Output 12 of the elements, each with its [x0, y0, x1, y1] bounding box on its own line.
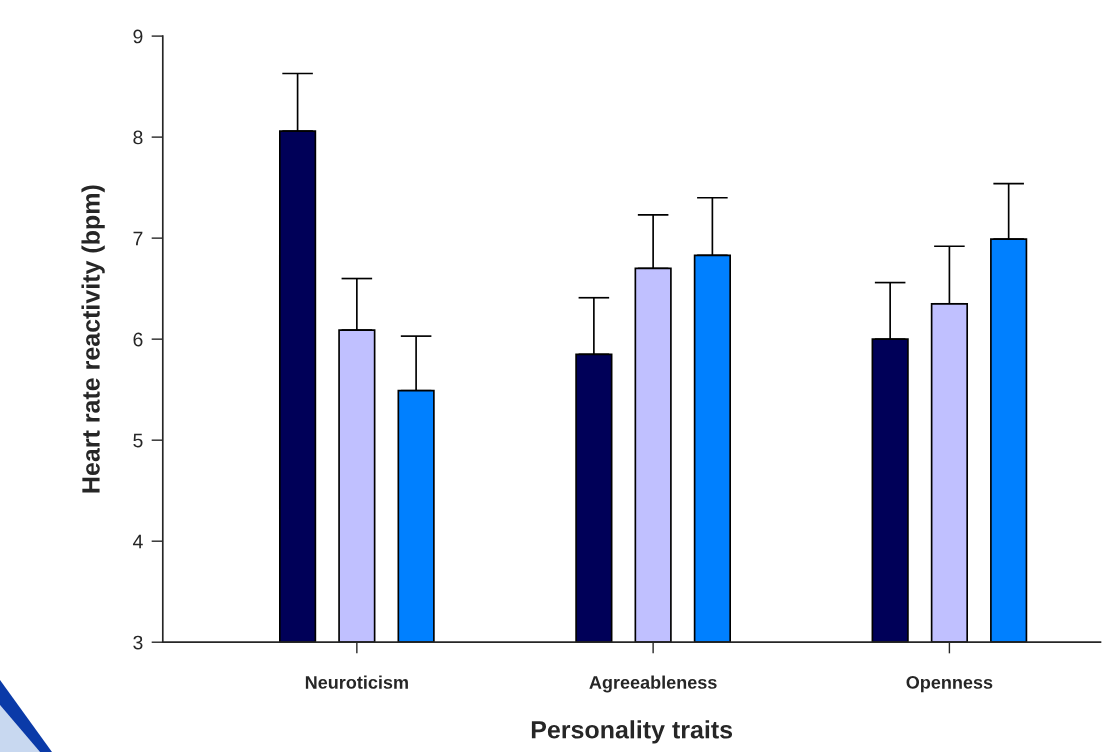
y-tick-label: 8 [133, 130, 143, 145]
x-tick-label: Openness [906, 676, 993, 693]
x-tick-label: Agreeableness [589, 675, 717, 693]
y-tick-label: 3 [133, 635, 143, 650]
y-tick-label: 7 [133, 231, 143, 246]
y-axis-title: Heart rate reactivity (bpm) [81, 185, 105, 493]
y-tick-label: 9 [133, 29, 143, 44]
y-tick-label: 6 [133, 332, 143, 347]
y-tick-label: 4 [132, 534, 143, 549]
y-tick-label: 5 [133, 433, 143, 448]
x-axis-title: Personality traits [531, 720, 733, 744]
x-tick-label: Neuroticism [305, 675, 408, 689]
